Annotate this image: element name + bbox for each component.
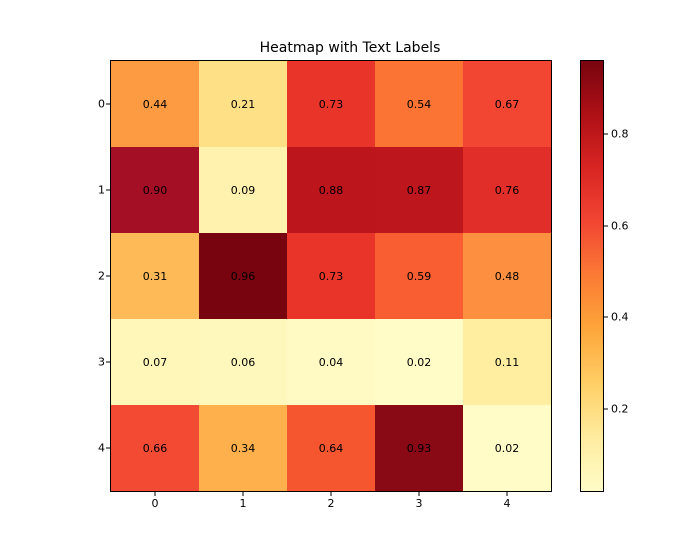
y-tick-mark <box>106 190 111 191</box>
x-tick-label: 1 <box>240 497 247 510</box>
y-tick-label: 2 <box>98 270 105 283</box>
x-tick-label: 2 <box>328 497 335 510</box>
cell-label: 0.87 <box>407 184 432 197</box>
colorbar-tick-mark <box>603 408 608 409</box>
x-tick-mark <box>331 491 332 496</box>
heatmap-cell: 0.54 <box>375 61 463 147</box>
x-tick-mark <box>155 491 156 496</box>
cell-label: 0.02 <box>407 356 432 369</box>
cell-label: 0.93 <box>407 442 432 455</box>
cell-label: 0.34 <box>231 442 256 455</box>
heatmap-row: 0.31 0.96 0.73 0.59 0.48 <box>111 233 551 319</box>
y-tick-label: 1 <box>98 184 105 197</box>
y-tick-label: 4 <box>98 442 105 455</box>
colorbar-gradient <box>581 61 603 491</box>
cell-label: 0.07 <box>143 356 168 369</box>
cell-label: 0.48 <box>495 270 520 283</box>
heatmap-cell: 0.02 <box>375 319 463 405</box>
x-tick-label: 4 <box>504 497 511 510</box>
heatmap-cell: 0.06 <box>199 319 287 405</box>
heatmap-cell: 0.48 <box>463 233 551 319</box>
cell-label: 0.66 <box>143 442 168 455</box>
colorbar-tick-label: 0.6 <box>611 219 629 232</box>
cell-label: 0.59 <box>407 270 432 283</box>
cell-label: 0.09 <box>231 184 256 197</box>
cell-label: 0.76 <box>495 184 520 197</box>
colorbar-tick-label: 0.2 <box>611 402 629 415</box>
x-tick-label: 3 <box>416 497 423 510</box>
cell-label: 0.90 <box>143 184 168 197</box>
figure: Heatmap with Text Labels 0.44 0.21 0.73 … <box>0 0 700 560</box>
colorbar-tick-mark <box>603 317 608 318</box>
colorbar-tick-label: 0.4 <box>611 311 629 324</box>
x-tick-mark <box>419 491 420 496</box>
heatmap-cell: 0.59 <box>375 233 463 319</box>
cell-label: 0.21 <box>231 98 256 111</box>
heatmap-cell: 0.73 <box>287 61 375 147</box>
heatmap-cell: 0.64 <box>287 405 375 491</box>
heatmap-cell: 0.02 <box>463 405 551 491</box>
y-tick-mark <box>106 104 111 105</box>
heatmap-cell: 0.11 <box>463 319 551 405</box>
heatmap-cell: 0.09 <box>199 147 287 233</box>
cell-label: 0.02 <box>495 442 520 455</box>
x-tick-mark <box>507 491 508 496</box>
heatmap-row: 0.07 0.06 0.04 0.02 0.11 <box>111 319 551 405</box>
heatmap-cell: 0.21 <box>199 61 287 147</box>
heatmap-cell: 0.07 <box>111 319 199 405</box>
heatmap-cell: 0.66 <box>111 405 199 491</box>
x-tick-label: 0 <box>152 497 159 510</box>
colorbar-tick-label: 0.8 <box>611 128 629 141</box>
cell-label: 0.96 <box>231 270 256 283</box>
y-tick-mark <box>106 362 111 363</box>
heatmap-cell: 0.90 <box>111 147 199 233</box>
heatmap-cell: 0.88 <box>287 147 375 233</box>
heatmap-row: 0.66 0.34 0.64 0.93 0.02 <box>111 405 551 491</box>
colorbar-tick-mark <box>603 225 608 226</box>
cell-label: 0.67 <box>495 98 520 111</box>
colorbar: 0.2 0.4 0.6 0.8 <box>580 60 604 492</box>
cell-label: 0.54 <box>407 98 432 111</box>
heatmap-cell: 0.04 <box>287 319 375 405</box>
x-tick-mark <box>243 491 244 496</box>
cell-label: 0.73 <box>319 270 344 283</box>
heatmap-row: 0.90 0.09 0.88 0.87 0.76 <box>111 147 551 233</box>
heatmap-plot-area: 0.44 0.21 0.73 0.54 0.67 0.90 0.09 0.88 … <box>110 60 552 492</box>
heatmap-cell: 0.44 <box>111 61 199 147</box>
cell-label: 0.64 <box>319 442 344 455</box>
heatmap-cell: 0.31 <box>111 233 199 319</box>
heatmap-cell: 0.76 <box>463 147 551 233</box>
heatmap-cell: 0.96 <box>199 233 287 319</box>
colorbar-tickefficiency-mark <box>603 134 608 135</box>
cell-label: 0.31 <box>143 270 168 283</box>
cell-label: 0.73 <box>319 98 344 111</box>
y-tick-label: 0 <box>98 98 105 111</box>
heatmap-cell: 0.34 <box>199 405 287 491</box>
heatmap-cell: 0.73 <box>287 233 375 319</box>
y-tick-label: 3 <box>98 356 105 369</box>
cell-label: 0.44 <box>143 98 168 111</box>
chart-title: Heatmap with Text Labels <box>0 40 700 56</box>
y-tick-mark <box>106 276 111 277</box>
cell-label: 0.11 <box>495 356 520 369</box>
heatmap-row: 0.44 0.21 0.73 0.54 0.67 <box>111 61 551 147</box>
heatmap-cell: 0.93 <box>375 405 463 491</box>
cell-label: 0.06 <box>231 356 256 369</box>
y-tick-mark <box>106 448 111 449</box>
cell-label: 0.88 <box>319 184 344 197</box>
heatmap-cell: 0.87 <box>375 147 463 233</box>
cell-label: 0.04 <box>319 356 344 369</box>
heatmap-cell: 0.67 <box>463 61 551 147</box>
